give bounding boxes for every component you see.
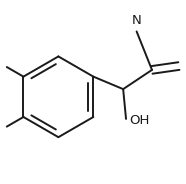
Text: OH: OH: [129, 114, 149, 127]
Text: N: N: [132, 14, 142, 27]
